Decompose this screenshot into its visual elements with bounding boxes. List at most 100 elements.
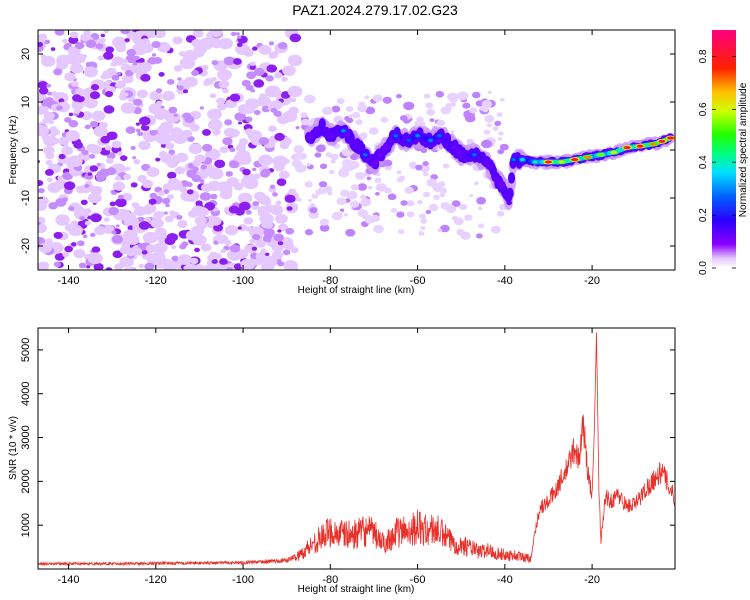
noise-blob [420, 148, 428, 154]
snr-series-line [38, 332, 675, 567]
noise-blob [148, 198, 157, 205]
noise-blob [414, 119, 426, 129]
noise-blob [390, 207, 398, 213]
noise-blob [415, 164, 423, 171]
noise-blob [403, 101, 415, 111]
noise-blob [249, 61, 256, 66]
noise-blob [263, 228, 275, 237]
noise-blob [64, 42, 72, 49]
noise-blob [490, 225, 501, 234]
noise-blob [281, 116, 289, 123]
noise-blob [249, 238, 256, 244]
noise-blob [45, 152, 55, 160]
noise-blob [241, 79, 251, 87]
noise-blob [179, 220, 188, 227]
noise-blob [249, 65, 256, 70]
noise-blob [449, 102, 456, 107]
noise-blob [399, 115, 408, 122]
noise-blob [243, 217, 254, 225]
noise-blob [116, 71, 121, 76]
noise-blob [224, 225, 239, 236]
x-tick-label: -20 [584, 275, 600, 287]
noise-blob [216, 102, 227, 111]
noise-blob [38, 33, 48, 41]
noise-blob [43, 135, 58, 147]
signal-peak [520, 158, 525, 162]
noise-blob [38, 223, 48, 234]
noise-blob [268, 51, 279, 59]
noise-blob [224, 119, 233, 126]
noise-blob [374, 191, 380, 196]
noise-blob [205, 148, 221, 161]
noise-blob [43, 111, 55, 121]
noise-blob [400, 200, 408, 206]
noise-blob [369, 128, 375, 133]
noise-blob [208, 167, 224, 180]
noise-blob [496, 112, 503, 117]
noise-blob [44, 39, 51, 45]
noise-blob [475, 233, 483, 239]
noise-blob [284, 194, 296, 203]
noise-blob [141, 250, 148, 255]
noise-blob [245, 226, 253, 232]
noise-blob [38, 242, 53, 254]
noise-blob [450, 130, 455, 134]
noise-blob [255, 239, 267, 248]
noise-blob [125, 54, 137, 64]
noise-blob [115, 44, 127, 53]
noise-blob [433, 194, 440, 200]
y-tick-label: -10 [20, 190, 32, 206]
noise-blob [111, 230, 117, 235]
noise-blob [200, 243, 212, 252]
noise-blob [346, 191, 358, 200]
noise-blob [89, 154, 96, 159]
y-tick-label: 3000 [20, 425, 32, 449]
noise-blob [319, 163, 328, 170]
noise-blob [182, 50, 199, 62]
noise-blob [70, 63, 84, 74]
noise-blob [133, 159, 141, 165]
noise-blob [80, 199, 88, 205]
noise-blob [133, 55, 140, 61]
colorbar-label: Normalized spectral amplitude [738, 82, 749, 217]
noise-blob [146, 167, 160, 178]
noise-blob [285, 227, 295, 235]
x-tick-label: -140 [58, 574, 80, 586]
noise-blob [481, 139, 493, 149]
signal-peak [649, 142, 657, 146]
noise-blob [38, 221, 41, 225]
noise-blob [243, 48, 254, 57]
noise-blob [164, 215, 174, 223]
noise-blob [58, 153, 66, 160]
noise-blob [129, 212, 136, 218]
noise-blob [382, 96, 392, 104]
noise-blob [38, 81, 49, 89]
noise-blob [314, 152, 322, 158]
noise-blob [119, 155, 128, 161]
noise-blob [328, 170, 335, 175]
noise-blob [383, 187, 392, 194]
noise-blob [202, 128, 212, 136]
noise-blob [64, 72, 76, 82]
noise-blob [85, 39, 97, 48]
noise-blob [73, 108, 81, 114]
noise-blob [194, 247, 200, 253]
noise-blob [138, 58, 145, 63]
noise-blob [456, 228, 465, 236]
noise-blob [359, 194, 367, 200]
noise-blob [38, 125, 50, 137]
noise-blob [114, 141, 122, 148]
x-tick-label: -20 [584, 574, 600, 586]
noise-blob [196, 207, 209, 217]
signal-core [373, 158, 379, 164]
noise-blob [142, 179, 154, 189]
noise-blob [252, 46, 258, 51]
noise-blob [483, 129, 491, 135]
noise-blob [374, 177, 382, 184]
signal-peak [636, 144, 644, 148]
noise-blob [420, 218, 428, 224]
noise-blob [54, 30, 65, 36]
noise-blob [167, 171, 177, 179]
noise-blob [336, 197, 347, 206]
